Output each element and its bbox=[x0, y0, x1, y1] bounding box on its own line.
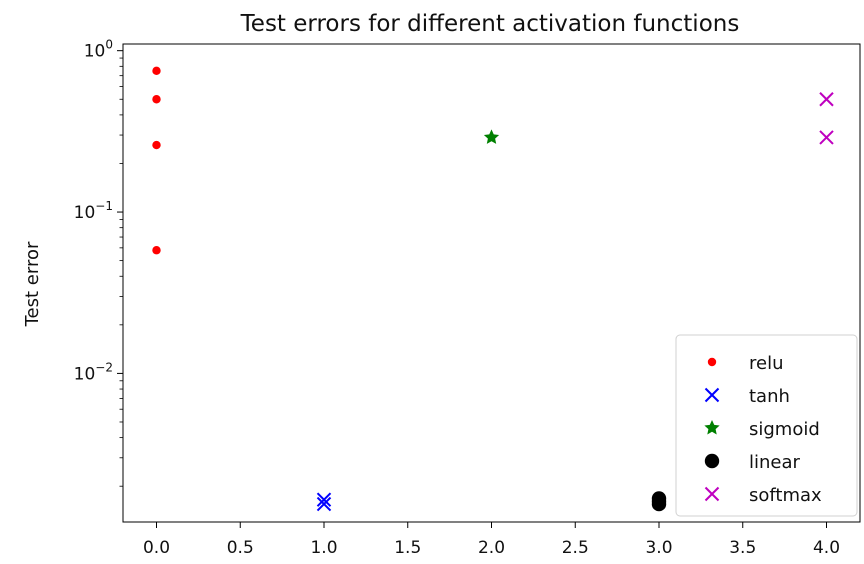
legend: relu tanh sigmoid linear softmax bbox=[675, 334, 858, 517]
legend-marker-linear bbox=[704, 453, 720, 469]
data-point-relu bbox=[152, 140, 161, 150]
data-point-softmax bbox=[819, 92, 834, 107]
x-stroke bbox=[819, 130, 834, 145]
legend-marker-softmax bbox=[704, 486, 720, 502]
y-tick-label: 100 bbox=[84, 38, 113, 62]
x-stroke bbox=[316, 492, 332, 507]
x-tick-label: 3.5 bbox=[729, 538, 756, 558]
x-tick-label: 1.0 bbox=[310, 538, 337, 558]
x-stroke bbox=[704, 387, 720, 403]
data-point-relu bbox=[152, 246, 161, 255]
legend-marker-sigmoid bbox=[704, 420, 720, 435]
legend-marker-tanh bbox=[704, 387, 720, 403]
legend-label-linear: linear bbox=[749, 452, 801, 473]
y-axis-ticks: 100 10−1 10−2 bbox=[74, 38, 123, 487]
data-point-relu bbox=[152, 66, 161, 76]
x-tick-label: 0.5 bbox=[227, 538, 254, 558]
data-point-softmax bbox=[819, 130, 834, 145]
data-point-tanh bbox=[316, 492, 332, 507]
data-point-tanh bbox=[316, 496, 332, 512]
x-tick-label: 2.5 bbox=[562, 538, 589, 558]
legend-marker-relu bbox=[707, 357, 717, 367]
y-axis-label: Test error bbox=[22, 241, 43, 327]
y-tick-label: 10−2 bbox=[74, 360, 113, 384]
legend-box bbox=[675, 334, 858, 517]
legend-label-softmax: softmax bbox=[749, 485, 822, 506]
data-point-linear bbox=[651, 496, 667, 512]
x-tick-label: 0.0 bbox=[143, 538, 170, 558]
x-tick-label: 1.5 bbox=[394, 538, 421, 558]
x-stroke bbox=[704, 486, 720, 502]
legend-label-tanh: tanh bbox=[749, 386, 790, 407]
data-points bbox=[152, 66, 834, 512]
x-axis-ticks: 0.0 0.5 1.0 1.5 2.0 2.5 3.0 3.5 4.0 bbox=[143, 522, 840, 558]
x-stroke bbox=[316, 496, 332, 512]
data-point-sigmoid bbox=[483, 129, 500, 144]
x-stroke bbox=[819, 92, 834, 107]
chart-title: Test errors for different activation fun… bbox=[240, 11, 740, 37]
data-point-relu bbox=[152, 95, 161, 104]
x-tick-label: 2.0 bbox=[478, 538, 505, 558]
y-tick-label: 10−1 bbox=[74, 199, 113, 223]
x-tick-label: 3.0 bbox=[645, 538, 672, 558]
legend-label-sigmoid: sigmoid bbox=[749, 419, 820, 440]
legend-label-relu: relu bbox=[749, 353, 784, 374]
x-tick-label: 4.0 bbox=[813, 538, 840, 558]
